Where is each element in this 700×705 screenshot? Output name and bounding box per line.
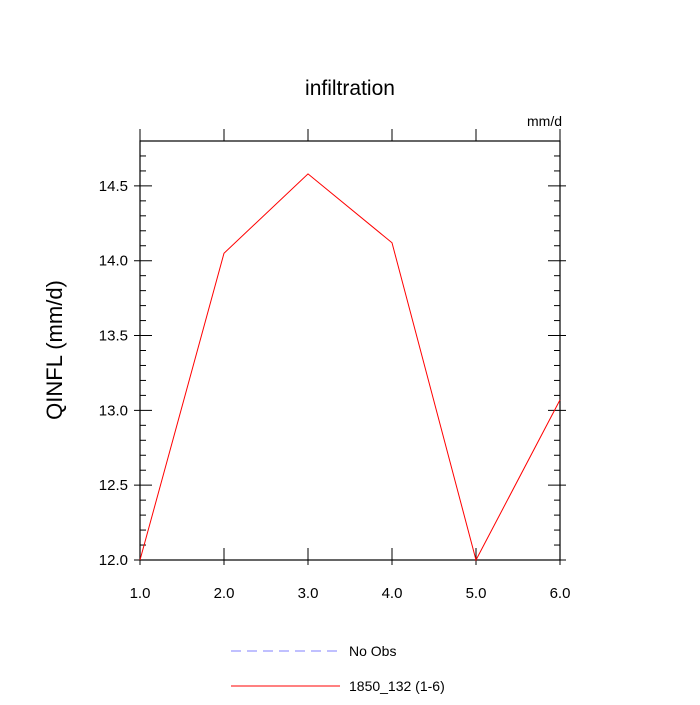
x-tick-label: 5.0 [466,585,487,602]
y-tick-label: 12.5 [99,477,128,494]
tick-labels: 1.0 2.0 3.0 4.0 5.0 6.0 12.0 12.5 13.0 13.5 14.0 14… [99,178,571,602]
x-tick-label: 1.0 [130,585,151,602]
x-tick-label: 2.0 [214,585,235,602]
y-tick-label: 14.0 [99,253,128,270]
x-tick-label: 4.0 [382,585,403,602]
legend: No Obs 1850_132 (1-6) [231,643,445,694]
y-tick-label: 14.5 [99,178,128,195]
legend-label: 1850_132 (1-6) [349,678,445,694]
y-axis-label: QINFL (mm/d) [42,280,67,420]
y-tick-label: 13.0 [99,402,128,419]
series-layer [140,174,560,560]
y-tick-label: 12.0 [99,552,128,569]
x-tick-label: 6.0 [550,585,571,602]
x-tick-label: 3.0 [298,585,319,602]
chart-title: infiltration [305,77,395,100]
y-tick-label: 13.5 [99,328,128,345]
legend-label: No Obs [349,643,396,659]
plot-frame [140,141,560,560]
series-line [140,174,560,560]
unit-label: mm/d [527,113,562,129]
